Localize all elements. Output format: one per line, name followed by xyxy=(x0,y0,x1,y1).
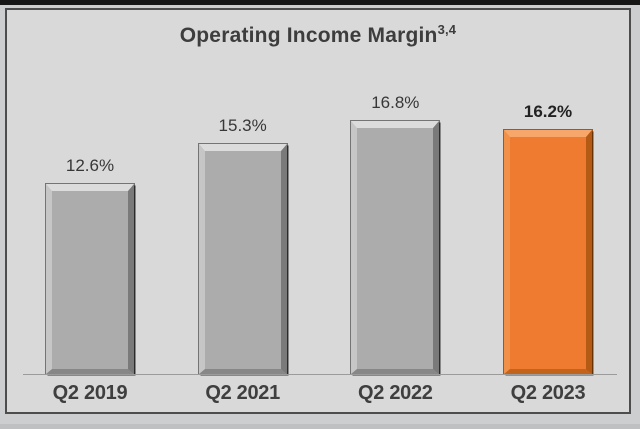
bar-column: 16.2% Q2 2023 xyxy=(503,10,593,412)
category-cell: Q2 2023 xyxy=(511,374,586,412)
chart-title-text: Operating Income Margin xyxy=(179,24,438,47)
bar-column: 12.6% Q2 2019 xyxy=(45,10,135,412)
chart-title-footnote-superscript: 3,4 xyxy=(437,22,457,37)
chart-plot-area: Operating Income Margin3,4 12.6% Q2 2019 1… xyxy=(7,10,629,412)
baseline-axis xyxy=(23,374,617,375)
category-cell: Q2 2021 xyxy=(205,374,280,412)
category-label: Q2 2022 xyxy=(357,381,433,404)
bar xyxy=(46,184,134,374)
chart-title: Operating Income Margin3,4 xyxy=(7,22,629,48)
category-label: Q2 2021 xyxy=(205,381,280,404)
chart-card: Operating Income Margin3,4 12.6% Q2 2019 1… xyxy=(5,8,631,414)
category-cell: Q2 2022 xyxy=(358,374,433,412)
category-label: Q2 2019 xyxy=(52,381,128,404)
category-label: Q2 2023 xyxy=(510,381,586,404)
bar-column: 16.8% Q2 2022 xyxy=(350,10,440,412)
value-label: 16.8% xyxy=(371,93,420,112)
value-label: 16.2% xyxy=(523,102,573,121)
top-strip xyxy=(0,0,640,5)
bars-area: 12.6% Q2 2019 15.3% Q2 2021 16.8% Q2 2022 16.2… xyxy=(45,10,593,412)
bottom-shade xyxy=(0,424,640,429)
category-cell: Q2 2019 xyxy=(53,374,128,412)
value-label: 15.3% xyxy=(218,116,267,135)
value-label: 12.6% xyxy=(65,156,115,175)
bar xyxy=(198,144,287,374)
bar-highlight xyxy=(503,130,592,374)
bar-column: 15.3% Q2 2021 xyxy=(198,10,288,412)
bar xyxy=(351,121,440,374)
